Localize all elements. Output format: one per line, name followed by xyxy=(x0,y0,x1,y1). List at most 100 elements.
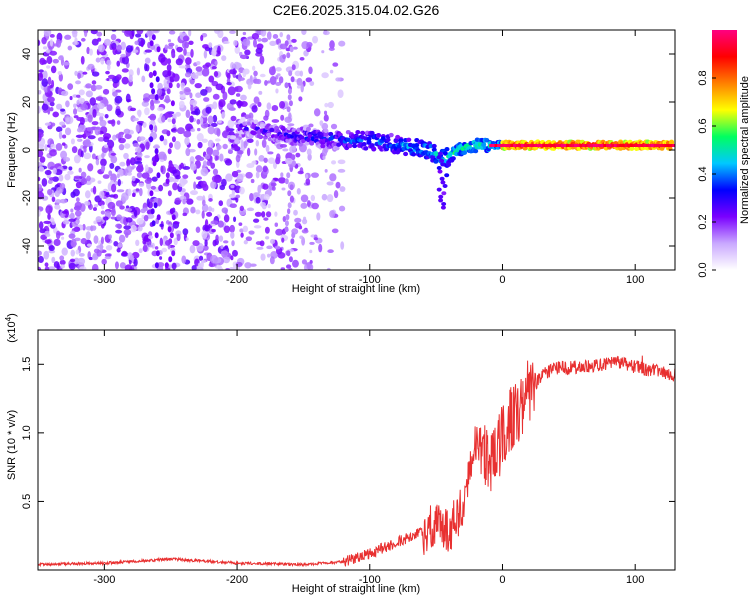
heatmap-cell xyxy=(110,216,116,220)
heatmap-cell xyxy=(269,127,275,133)
heatmap-cell xyxy=(223,214,230,223)
heatmap-cell xyxy=(76,99,80,106)
heatmap-cell xyxy=(214,138,221,142)
heatmap-cell xyxy=(269,40,277,47)
heatmap-cell xyxy=(347,143,353,149)
heatmap-cell xyxy=(497,144,503,147)
heatmap-cell xyxy=(96,126,101,130)
heatmap-cell xyxy=(192,240,200,247)
heatmap-cell xyxy=(168,166,173,173)
heatmap-cell xyxy=(276,73,281,77)
heatmap-cell xyxy=(223,240,229,244)
heatmap-cell xyxy=(117,243,123,248)
heatmap-cell xyxy=(131,49,139,54)
heatmap-cell xyxy=(284,82,289,89)
heatmap-cell xyxy=(137,163,144,171)
heatmap-cell xyxy=(255,165,263,173)
heatmap-cell xyxy=(133,258,138,267)
heatmap-cell xyxy=(210,180,217,189)
heatmap-cell xyxy=(71,146,78,154)
heatmap-cell xyxy=(619,144,625,147)
heatmap-cell xyxy=(363,146,369,151)
heatmap-cell xyxy=(121,68,129,73)
heatmap-cell xyxy=(491,144,497,147)
heatmap-cell xyxy=(216,128,221,137)
heatmap-cell xyxy=(157,107,164,112)
heatmap-cell xyxy=(277,252,286,259)
heatmap-cell xyxy=(159,237,163,247)
heatmap-cell xyxy=(323,110,328,115)
heatmap-cell xyxy=(70,191,76,198)
heatmap-cell xyxy=(258,134,264,140)
heatmap-cell xyxy=(100,165,106,173)
heatmap-cell xyxy=(515,144,521,147)
heatmap-cell xyxy=(97,136,105,142)
heatmap-cell xyxy=(47,96,55,103)
heatmap-cell xyxy=(494,144,500,147)
heatmap-cell xyxy=(194,82,202,89)
heatmap-cell xyxy=(67,170,74,175)
heatmap-cell xyxy=(58,174,64,182)
colorbar: 0.0 0.2 0.4 0.6 0.8 Normalized spectral ampl… xyxy=(697,30,750,278)
heatmap-cell xyxy=(114,261,119,270)
heatmap-cell xyxy=(550,144,556,147)
heatmap-cell xyxy=(220,245,224,249)
heatmap-cell xyxy=(232,249,238,257)
heatmap-cell xyxy=(49,34,55,38)
heatmap-cell xyxy=(275,82,282,86)
heatmap-cell xyxy=(38,72,44,81)
heatmap-cell xyxy=(60,264,65,269)
heatmap-cell xyxy=(168,42,175,47)
heatmap-cell xyxy=(79,266,87,270)
heatmap-cell xyxy=(269,238,276,245)
heatmap-cell xyxy=(257,184,262,194)
heatmap-cell xyxy=(499,144,505,147)
heatmap-cell xyxy=(134,146,142,153)
heatmap-cell xyxy=(321,148,328,157)
heatmap-cell xyxy=(107,201,116,210)
heatmap-cell xyxy=(167,70,172,77)
heatmap-cell xyxy=(154,125,158,133)
heatmap-cell xyxy=(62,61,70,66)
heatmap-cell xyxy=(231,135,237,140)
heatmap-cell xyxy=(86,126,93,132)
heatmap-cell xyxy=(175,175,181,180)
heatmap-cell xyxy=(69,96,73,101)
heatmap-cell xyxy=(68,218,76,222)
heatmap-cell xyxy=(440,180,446,185)
heatmap-cell xyxy=(513,144,519,147)
heatmap-cell xyxy=(189,99,198,106)
heatmap-cell xyxy=(227,149,233,155)
heatmap-cell xyxy=(281,187,286,191)
heatmap-cell xyxy=(229,224,235,233)
y-tick-label: 1.5 xyxy=(21,357,33,372)
heatmap-cell xyxy=(92,108,97,118)
heatmap-cell xyxy=(267,203,271,209)
heatmap-cell xyxy=(253,192,260,198)
heatmap-cell xyxy=(182,166,191,170)
heatmap-cell xyxy=(138,248,143,254)
heatmap-cell xyxy=(129,157,136,166)
heatmap-cell xyxy=(149,40,154,47)
heatmap-cell xyxy=(274,222,279,227)
heatmap-cell xyxy=(308,66,313,75)
heatmap-cell xyxy=(212,239,217,247)
heatmap-cell xyxy=(77,72,82,79)
heatmap-cell xyxy=(45,233,51,238)
heatmap-cell xyxy=(207,126,215,135)
heatmap-cell xyxy=(440,205,446,210)
heatmap-cell xyxy=(95,158,100,166)
heatmap-cell xyxy=(198,255,204,261)
heatmap-cell xyxy=(234,145,240,151)
heatmap-cell xyxy=(166,130,171,137)
heatmap-cell xyxy=(440,162,446,167)
heatmap-cell xyxy=(259,55,265,65)
heatmap-cell xyxy=(101,152,105,159)
heatmap-cell xyxy=(635,144,641,147)
heatmap-cell xyxy=(361,141,367,147)
heatmap-cell xyxy=(333,190,339,199)
heatmap-cell xyxy=(207,206,213,212)
heatmap-cell xyxy=(611,144,617,147)
heatmap-cell xyxy=(182,198,187,205)
